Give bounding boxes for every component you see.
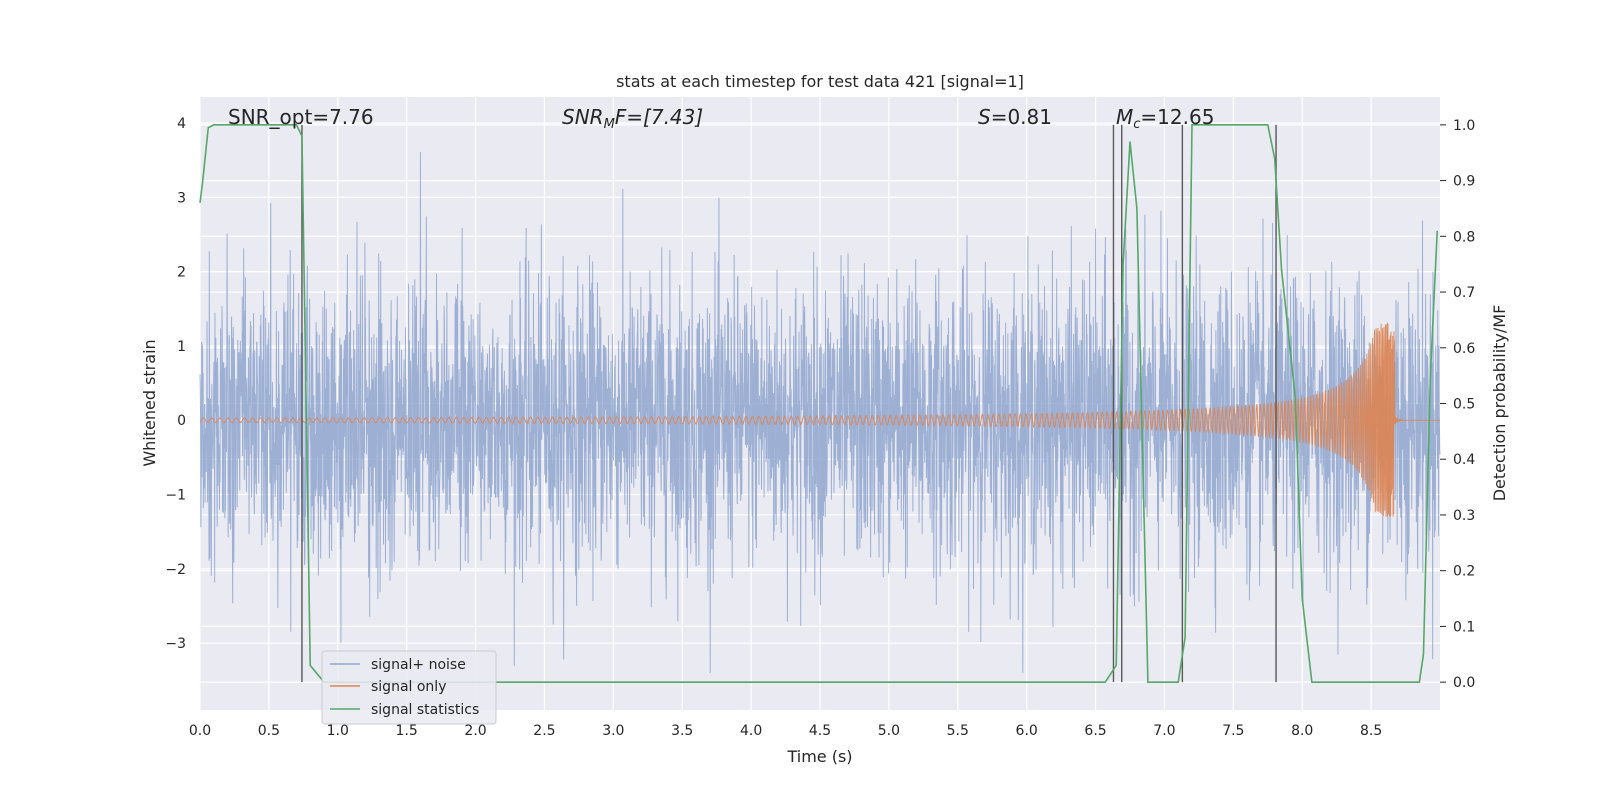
data-layer: [199, 124, 1441, 683]
y-tick-label-left: 2: [177, 265, 186, 281]
x-tick-label: 7.5: [1222, 723, 1244, 739]
x-tick-label: 5.0: [878, 723, 900, 739]
y-axis-left: 4 3 2 1 0 −1 −2 −3: [165, 116, 186, 652]
y-tick-label-right: 0.7: [1453, 285, 1475, 301]
y-tick-label-left: −3: [165, 636, 186, 652]
y-tick-label-right: 0.1: [1453, 619, 1475, 635]
annotation-snr-opt: SNR_opt=7.76: [228, 105, 374, 129]
y-tick-label-left: 4: [177, 116, 186, 132]
annotation-mc: Mc=12.65: [1116, 105, 1214, 132]
y-axis-label-left: Whitened strain: [140, 339, 159, 466]
x-tick-label: 0.5: [258, 723, 280, 739]
annotations: SNR_opt=7.76 SNRMF=[7.43] S=0.81 Mc=12.6…: [228, 105, 1214, 132]
x-tick-label: 6.0: [1016, 723, 1038, 739]
x-tick-label: 7.0: [1153, 723, 1175, 739]
series-signal-statistics-line: [199, 124, 1439, 683]
y-tick-label-right: 0.9: [1453, 174, 1475, 190]
legend-box: [321, 650, 497, 725]
x-tick-label: 2.0: [464, 723, 486, 739]
y-tick-label-left: 3: [177, 190, 186, 206]
series-signal-only-line: [199, 323, 1440, 517]
y-tick-label-right: 0.2: [1453, 564, 1475, 580]
y-tick-label-right: 0.6: [1453, 341, 1475, 357]
x-tick-label: 4.5: [809, 723, 831, 739]
x-axis: 0.0 0.5 1.0 1.5 2.0 2.5 3.0 3.5 4.0 4.5 5.0 5.5 6.0 6…: [189, 723, 1382, 739]
legend-label-signal-only: signal only: [371, 679, 446, 695]
x-tick-label: 2.5: [533, 723, 555, 739]
series-signal-plus-noise-line: [199, 152, 1441, 673]
y-tick-label-right: 0.0: [1453, 675, 1475, 691]
y-tick-label-right: 1.0: [1453, 118, 1475, 134]
y-tick-label-left: −2: [165, 562, 186, 578]
x-tick-label: 3.0: [602, 723, 624, 739]
x-tick-label: 1.0: [327, 723, 349, 739]
y-tick-label-right: 0.3: [1453, 508, 1475, 524]
x-tick-label: 0.0: [189, 723, 211, 739]
x-tick-label: 8.0: [1291, 723, 1313, 739]
x-tick-label: 4.0: [740, 723, 762, 739]
x-tick-label: 1.5: [396, 723, 418, 739]
annotation-snr-mf: SNRMF=[7.43]: [562, 105, 703, 132]
annotation-s: S=0.81: [978, 105, 1052, 129]
y-axis-label-right: Detection probability/MF: [1490, 305, 1509, 502]
y-tick-label-right: 0.4: [1453, 452, 1475, 468]
legend: signal+ noise signal only signal statist…: [321, 650, 497, 725]
y-axis-right: 1.0 0.9 0.8 0.7 0.6 0.5 0.4 0.3 0.2 0.1 0.0: [1440, 118, 1475, 691]
x-tick-label: 5.5: [947, 723, 969, 739]
vertical-markers: [301, 124, 1277, 683]
y-tick-label-left: 1: [177, 339, 186, 355]
x-tick-label: 3.5: [671, 723, 693, 739]
x-axis-label: Time (s): [786, 747, 852, 766]
x-tick-label: 6.5: [1084, 723, 1106, 739]
x-tick-label: 8.5: [1360, 723, 1382, 739]
y-tick-label-left: −1: [165, 488, 186, 504]
y-tick-label-right: 0.5: [1453, 397, 1475, 413]
legend-label-signal-statistics: signal statistics: [371, 702, 479, 718]
y-tick-label-right: 0.8: [1453, 229, 1475, 245]
y-tick-label-left: 0: [177, 413, 186, 429]
legend-label-signal-plus-noise: signal+ noise: [371, 657, 466, 673]
chart-title: stats at each timestep for test data 421…: [616, 72, 1024, 91]
